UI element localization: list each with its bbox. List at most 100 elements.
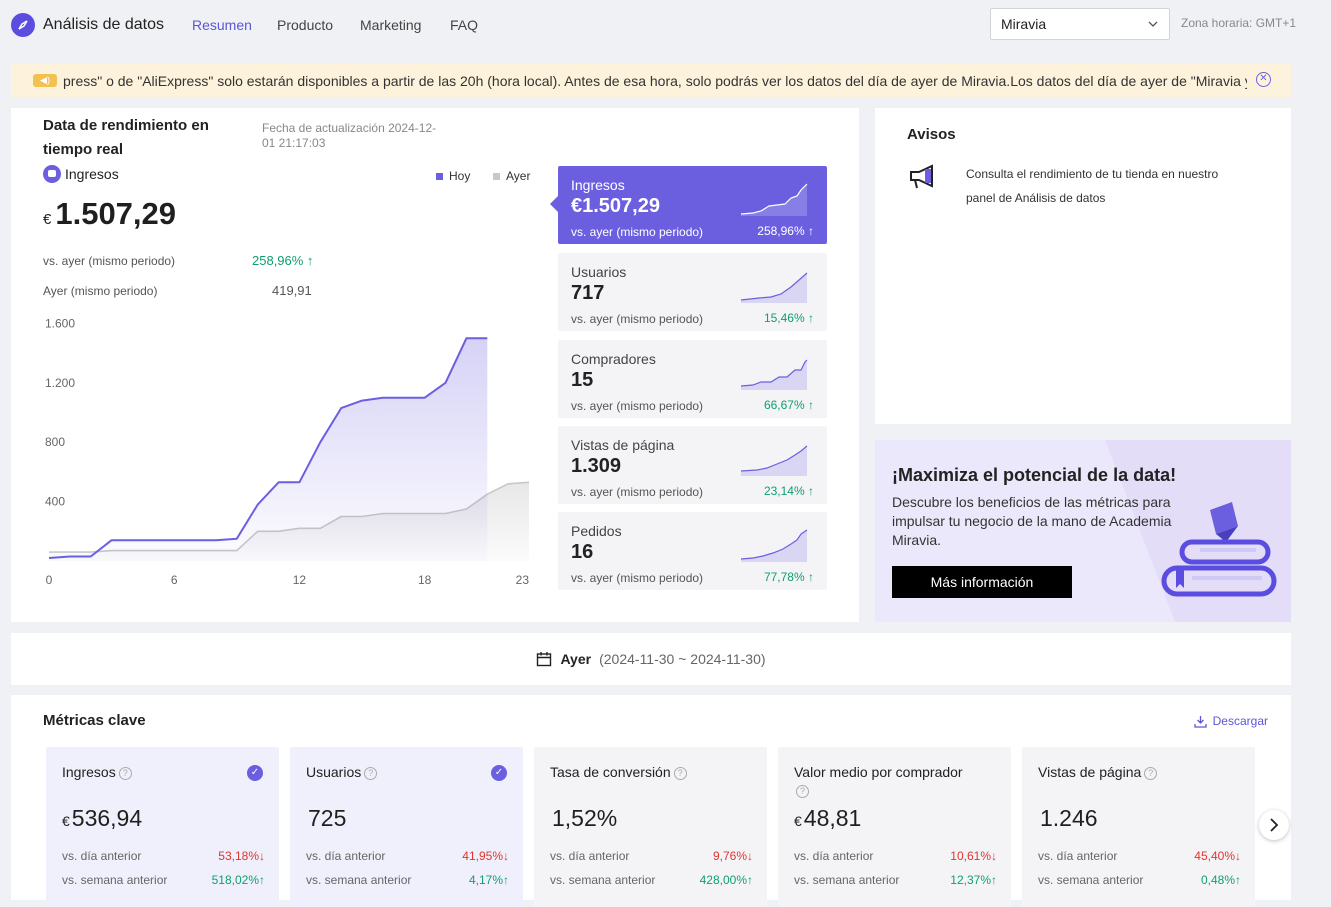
metric-card-conversion[interactable]: Tasa de conversión? 1,52% vs. día anteri… (534, 747, 767, 907)
chevron-right-icon (1270, 818, 1279, 832)
currency-symbol: € (794, 813, 802, 829)
kpi-vistas[interactable]: Vistas de página 1.309 vs. ayer (mismo p… (558, 426, 827, 504)
kpi-value: 1.309 (571, 455, 622, 477)
metric-value: €536,94 (62, 805, 142, 832)
help-icon[interactable]: ? (364, 766, 378, 780)
metric-card-vistas[interactable]: Vistas de página? 1.246 vs. día anterior… (1022, 747, 1255, 907)
help-icon[interactable]: ? (118, 766, 132, 780)
promo-description: Descubre los beneficios de las métricas … (892, 494, 1172, 548)
metric-title: Tasa de conversión? (550, 763, 750, 781)
date-range: (2024-11-30 ~ 2024-11-30) (599, 651, 766, 667)
store-select[interactable]: Miravia (990, 8, 1170, 40)
nav-faq[interactable]: FAQ (450, 17, 479, 33)
vs-day-label: vs. día anterior (306, 849, 386, 863)
kpi-title: Ingresos (571, 177, 625, 193)
kpi-pedidos[interactable]: Pedidos 16 vs. ayer (mismo periodo) 77,7… (558, 512, 827, 590)
vs-day-value: 9,76%↓ (712, 849, 753, 863)
nav-producto[interactable]: Producto (277, 17, 334, 33)
kpi-title: Compradores (571, 351, 656, 367)
legend-swatch-yesterday (493, 172, 500, 180)
metric-title-text: Ingresos (62, 764, 116, 780)
legend-today-label: Hoy (449, 169, 471, 183)
vs-yesterday-label: vs. ayer (mismo periodo) (43, 254, 176, 268)
kpi-sub: vs. ayer (mismo periodo) (571, 485, 704, 499)
check-icon[interactable]: ✓ (247, 765, 263, 781)
x-tick-label: 6 (171, 573, 178, 587)
metric-tag-label: Ingresos (65, 166, 119, 182)
vs-week-value: 428,00%↑ (699, 873, 753, 887)
vs-week-value: 12,37%↑ (950, 873, 997, 887)
metric-card-ingresos[interactable]: Ingresos? ✓ €536,94 vs. día anterior 53,… (46, 747, 279, 907)
legend-today[interactable]: Hoy (436, 169, 470, 183)
realtime-value: €1.507,29 (43, 196, 176, 232)
metric-title: Usuarios? (306, 763, 506, 781)
vs-week-label: vs. semana anterior (306, 873, 412, 887)
vs-day-label: vs. día anterior (1038, 849, 1118, 863)
help-icon[interactable]: ? (796, 784, 809, 798)
vs-week-label: vs. semana anterior (62, 873, 168, 887)
check-icon[interactable]: ✓ (491, 765, 507, 781)
update-date: Fecha de actualización 2024-12-01 21:17:… (262, 121, 437, 150)
date-selector[interactable]: Ayer (2024-11-30 ~ 2024-11-30) (11, 633, 1291, 685)
metric-value: 725 (306, 805, 346, 832)
y-tick-label: 1.600 (45, 316, 75, 330)
kpi-usuarios[interactable]: Usuarios 717 vs. ayer (mismo periodo) 15… (558, 253, 827, 331)
kpi-sub: vs. ayer (mismo periodo) (571, 225, 704, 239)
y-tick-label: 400 (45, 495, 65, 509)
metric-value-number: 1,52% (552, 805, 618, 831)
kpi-pct: 66,67% ↑ (763, 398, 814, 412)
wallet-icon (43, 165, 61, 183)
download-button[interactable]: Descargar (1193, 714, 1268, 728)
vs-day-value: 10,61%↓ (950, 849, 997, 863)
metric-card-usuarios[interactable]: Usuarios? ✓ 725 vs. día anterior 41,95%↓… (290, 747, 523, 907)
calendar-icon (537, 652, 552, 667)
vs-week-value: 4,17%↑ (468, 873, 509, 887)
vs-day-value: 41,95%↓ (462, 849, 509, 863)
kpi-pct: 15,46% ↑ (763, 311, 814, 325)
kpi-sub: vs. ayer (mismo periodo) (571, 312, 704, 326)
nav-marketing[interactable]: Marketing (360, 17, 422, 33)
kpi-compradores[interactable]: Compradores 15 vs. ayer (mismo periodo) … (558, 340, 827, 418)
metric-value-number: 725 (308, 805, 347, 831)
sparkline (740, 445, 808, 476)
metric-value: €48,81 (794, 805, 861, 832)
metric-tag: Ingresos (43, 165, 119, 183)
kpi-ingresos[interactable]: Ingresos €1.507,29 vs. ayer (mismo perio… (550, 166, 827, 244)
notice-text: press" o de "AliExpress" solo estarán di… (63, 72, 1247, 89)
help-icon[interactable]: ? (1144, 766, 1158, 780)
kpi-value: 15 (571, 369, 594, 391)
kpi-title: Pedidos (571, 523, 622, 539)
metric-title-text: Usuarios (306, 764, 362, 780)
sparkline (740, 183, 808, 216)
metric-title: Ingresos? (62, 763, 262, 781)
metric-title-text: Valor medio por comprador (794, 764, 963, 780)
vs-day-label: vs. día anterior (62, 849, 142, 863)
close-icon[interactable]: ✕ (1256, 72, 1271, 87)
kpi-pct: 77,78% ↑ (763, 570, 814, 584)
series-line-hoy (48, 337, 488, 559)
vs-day-value: 45,40%↓ (1194, 849, 1241, 863)
realtime-chart: 1.600 1.200 800 400 0 6 12 18 23 (45, 316, 530, 587)
kpi-sub: vs. ayer (mismo periodo) (571, 571, 704, 585)
metric-title-text: Vistas de página (1038, 764, 1142, 780)
metric-value-number: 536,94 (71, 805, 143, 831)
help-icon[interactable]: ? (673, 766, 687, 780)
x-tick-label: 12 (293, 573, 307, 587)
avisos-text: Consulta el rendimiento de tu tienda en … (966, 167, 1219, 205)
x-tick-label: 23 (516, 573, 530, 587)
kpi-value: 16 (571, 541, 594, 563)
nav-resumen[interactable]: Resumen (192, 17, 252, 33)
vs-week-label: vs. semana anterior (1038, 873, 1144, 887)
download-icon (1193, 715, 1207, 728)
realtime-value-number: 1.507,29 (55, 196, 177, 231)
legend-yesterday[interactable]: Ayer (493, 169, 530, 183)
avisos-card: Avisos Consulta el rendimiento de tu tie… (875, 108, 1291, 424)
more-info-button[interactable]: Más información (892, 566, 1072, 598)
next-arrow-button[interactable] (1259, 810, 1289, 840)
metric-card-avg-buyer[interactable]: Valor medio por comprador? €48,81 vs. dí… (778, 747, 1011, 907)
yesterday-value: 419,91 (272, 283, 312, 298)
kpi-sub: vs. ayer (mismo periodo) (571, 399, 704, 413)
y-tick-label: 800 (45, 435, 65, 449)
vs-week-label: vs. semana anterior (794, 873, 900, 887)
currency-symbol: € (62, 813, 70, 829)
